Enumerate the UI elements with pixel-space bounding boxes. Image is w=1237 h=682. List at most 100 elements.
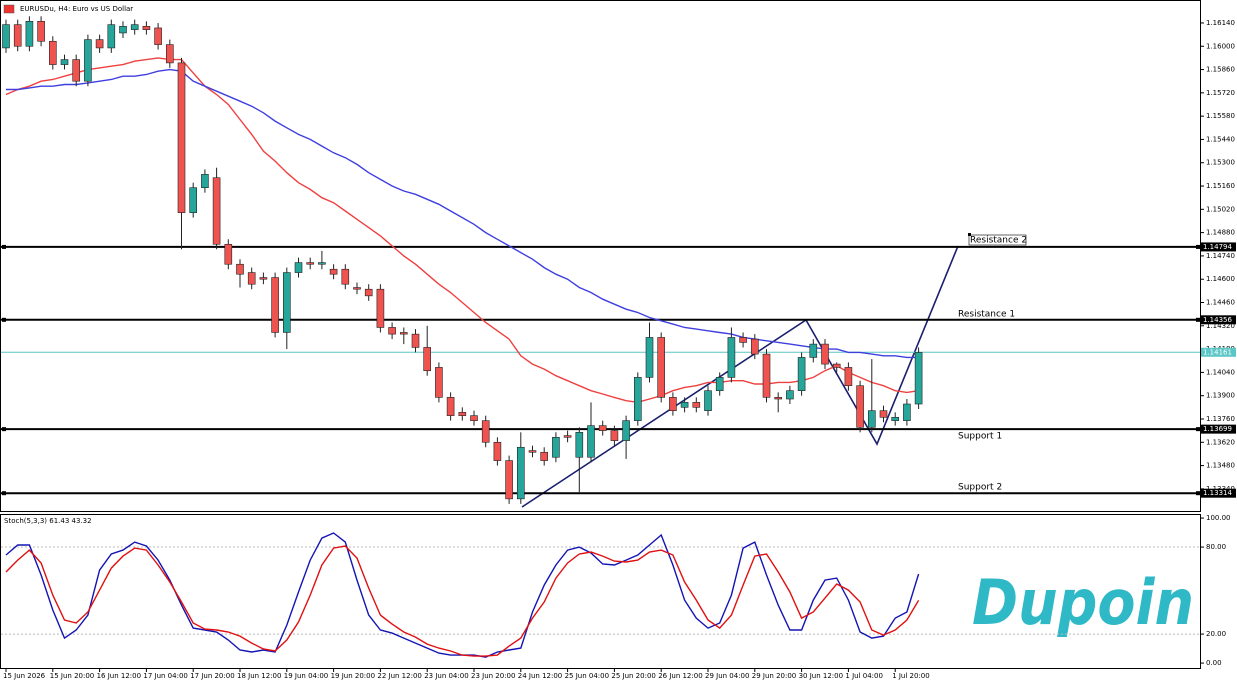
y-tick-label: 1.14460 xyxy=(1206,299,1235,307)
candle-body xyxy=(329,268,338,275)
candle-body xyxy=(435,367,443,398)
candle-body xyxy=(528,450,537,453)
y-tick-label: 1.15020 xyxy=(1206,205,1235,213)
y-tick-label: 1.15720 xyxy=(1206,89,1235,97)
level-label-box xyxy=(1201,347,1236,357)
y-tick-label: 1.15160 xyxy=(1206,182,1235,190)
candle-body xyxy=(540,451,549,461)
x-tick-label: 22 Jun 12:00 xyxy=(377,672,421,680)
plot: 1.16140 1.16000 1.15860 1.15720 1.15580 1.154… xyxy=(1,16,1236,680)
x-tick-label: 17 Jun 04:00 xyxy=(143,672,187,680)
level-handle xyxy=(1196,427,1200,432)
candle-body xyxy=(388,327,396,335)
x-tick-label: 30 Jun 12:00 xyxy=(799,672,843,680)
level-label: 1.13699 xyxy=(1203,425,1232,433)
candle-body xyxy=(25,20,34,47)
level-label-box xyxy=(1201,488,1236,498)
candle-body xyxy=(470,415,478,421)
candle-body xyxy=(306,262,315,265)
y-tick-label: 100.00 xyxy=(1206,514,1231,522)
candle-body xyxy=(189,187,197,213)
candle-body xyxy=(797,357,806,391)
annotation-box xyxy=(968,234,1027,246)
candle-body xyxy=(399,332,408,335)
candle-body xyxy=(201,174,209,188)
candle-body xyxy=(271,277,279,333)
y-tick-label: 1.15860 xyxy=(1206,66,1235,74)
level-label: 1.13314 xyxy=(1203,489,1232,497)
candle-body xyxy=(130,24,139,30)
y-tick-label: 1.13620 xyxy=(1206,438,1235,446)
candle-body xyxy=(2,24,10,49)
stoch-panel xyxy=(0,514,1201,669)
y-tick-label: 20.00 xyxy=(1206,630,1226,638)
x-tick-label: 25 Jun 04:00 xyxy=(565,672,609,680)
candle-body xyxy=(376,288,385,328)
x-tick-label: 19 Jun 20:00 xyxy=(331,672,375,680)
candle-body xyxy=(563,435,572,438)
level-label: 1.14161 xyxy=(1203,348,1232,356)
candle-body xyxy=(458,412,467,416)
series-line xyxy=(6,68,919,359)
candle-body xyxy=(84,39,92,82)
level-handle xyxy=(2,317,6,322)
candle-body xyxy=(598,425,607,431)
annotation: Resistance 1 xyxy=(958,310,1015,320)
level-label-box xyxy=(1201,424,1236,434)
candle-body xyxy=(516,446,525,500)
candle-body xyxy=(704,390,712,411)
x-tick-label: 15 Jun 20:00 xyxy=(50,672,94,680)
chart-title: EURUSDu, H4: Euro vs US Dollar xyxy=(20,5,133,13)
candle-body xyxy=(318,262,326,265)
y-tick-label: 1.15300 xyxy=(1206,159,1235,167)
annotation: Resistance 2 xyxy=(970,236,1027,246)
x-tick-label: 18 Jun 12:00 xyxy=(237,672,281,680)
candle-body xyxy=(13,24,22,47)
x-tick-label: 15 Jun 2026 xyxy=(3,672,46,680)
candle-body xyxy=(669,397,677,411)
candle-body xyxy=(294,262,303,273)
x-tick-label: 26 Jun 12:00 xyxy=(658,672,702,680)
candle-body xyxy=(411,333,420,348)
candle-body xyxy=(879,410,888,418)
candle-body xyxy=(762,353,771,398)
symbol-icon xyxy=(3,4,15,14)
candle-body xyxy=(166,44,174,64)
candle-body xyxy=(341,268,350,285)
level-handle xyxy=(1196,317,1200,322)
candle-body xyxy=(236,263,244,275)
pattern-line xyxy=(521,245,959,508)
candle-body xyxy=(645,337,654,378)
candle-body xyxy=(750,338,759,355)
x-tick-label: 25 Jun 20:00 xyxy=(611,672,655,680)
level-label-box xyxy=(1201,242,1236,252)
candle-body xyxy=(95,39,104,49)
candle-body xyxy=(107,24,116,49)
y-tick-label: 1.14320 xyxy=(1206,322,1235,330)
candle-body xyxy=(739,337,747,343)
x-tick-label: 1 Jul 04:00 xyxy=(845,672,883,680)
level-handle xyxy=(1196,244,1200,249)
logo: Dupoin xyxy=(972,566,1194,639)
x-tick-label: 23 Jun 04:00 xyxy=(424,672,468,680)
candle-body xyxy=(867,410,876,428)
candle-body xyxy=(37,20,45,42)
candle-body xyxy=(786,390,794,400)
y-tick-label: 1.14600 xyxy=(1206,275,1235,283)
candle-body xyxy=(423,347,432,372)
level-label: 1.14356 xyxy=(1203,316,1232,324)
candle-body xyxy=(727,337,736,378)
x-tick-label: 29 Jun 20:00 xyxy=(752,672,796,680)
candle-body xyxy=(364,288,373,297)
candle-body xyxy=(692,402,701,408)
y-tick-label: 1.15440 xyxy=(1206,135,1235,143)
y-tick-label: 1.15580 xyxy=(1206,112,1235,120)
series-line xyxy=(5,545,920,657)
y-tick-label: 80.00 xyxy=(1206,543,1226,551)
x-tick-label: 1 Jul 20:00 xyxy=(892,672,930,680)
candle-body xyxy=(774,397,783,400)
candle-body xyxy=(715,377,724,391)
candle-body xyxy=(353,287,361,290)
candle-body xyxy=(903,403,911,421)
